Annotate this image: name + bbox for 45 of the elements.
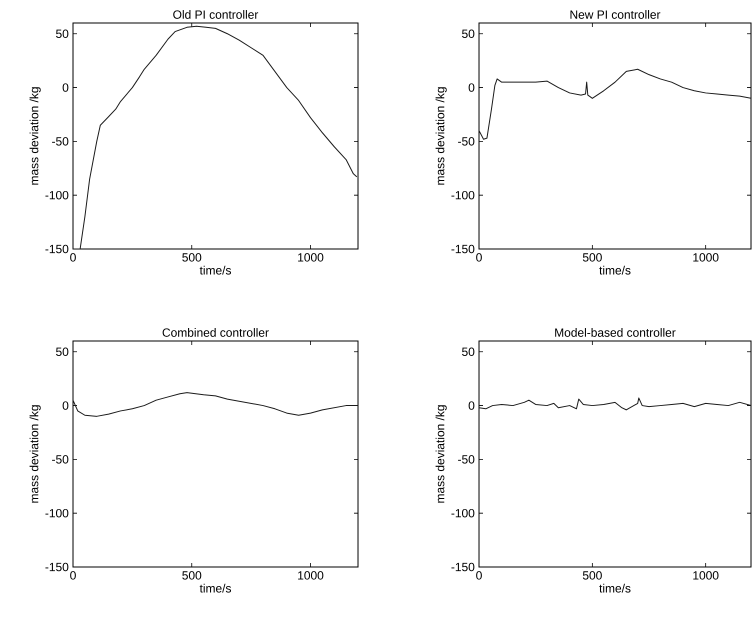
- x-axis-title: time/s: [200, 266, 232, 275]
- y-tick-label: -150: [451, 562, 474, 572]
- x-tick-label: 500: [182, 571, 202, 580]
- x-axis-title: time/s: [599, 266, 631, 275]
- y-tick-label: 50: [462, 348, 474, 356]
- x-axis-title: time/s: [599, 584, 631, 593]
- y-tick-label: -50: [458, 137, 474, 146]
- y-tick-label: -150: [45, 244, 68, 254]
- y-tick-label: -100: [451, 190, 474, 200]
- x-tick-label: 0: [476, 253, 482, 262]
- y-tick-label: 0: [468, 401, 474, 410]
- y-tick-label: 50: [56, 348, 68, 356]
- x-tick-label: 1000: [693, 253, 719, 262]
- chart-title: Old PI controller: [173, 10, 258, 19]
- y-tick-label: -50: [458, 455, 474, 464]
- y-tick-label: -100: [45, 190, 68, 200]
- x-tick-label: 500: [582, 253, 602, 262]
- y-tick-label: 0: [62, 401, 68, 410]
- y-axis-title: mass deviation /kg: [436, 405, 447, 503]
- y-axis-title: mass deviation /kg: [30, 405, 41, 503]
- y-tick-label: 50: [462, 30, 474, 38]
- x-tick-label: 500: [182, 253, 202, 262]
- y-tick-label: 50: [56, 30, 68, 38]
- x-tick-label: 1000: [693, 571, 719, 580]
- chart-title: New PI controller: [570, 10, 660, 19]
- line-series: [479, 398, 752, 410]
- y-tick-label: -100: [45, 508, 68, 518]
- y-tick-label: 0: [62, 83, 68, 92]
- chart-title: Combined controller: [162, 328, 269, 337]
- x-tick-label: 0: [476, 571, 482, 580]
- x-tick-label: 1000: [298, 253, 324, 262]
- x-tick-label: 500: [582, 571, 602, 580]
- y-tick-label: -150: [45, 562, 68, 572]
- y-tick-label: -100: [451, 508, 474, 518]
- x-tick-label: 0: [70, 253, 76, 262]
- y-axis-title: mass deviation /kg: [30, 87, 41, 185]
- x-tick-label: 1000: [298, 571, 324, 580]
- y-tick-label: 0: [468, 83, 474, 92]
- x-tick-label: 0: [70, 571, 76, 580]
- y-tick-label: -50: [52, 137, 68, 146]
- y-tick-label: -150: [451, 244, 474, 254]
- chart-title: Model-based controller: [555, 328, 676, 337]
- y-tick-label: -50: [52, 455, 68, 464]
- y-axis-title: mass deviation /kg: [436, 87, 447, 185]
- x-axis-title: time/s: [200, 584, 232, 593]
